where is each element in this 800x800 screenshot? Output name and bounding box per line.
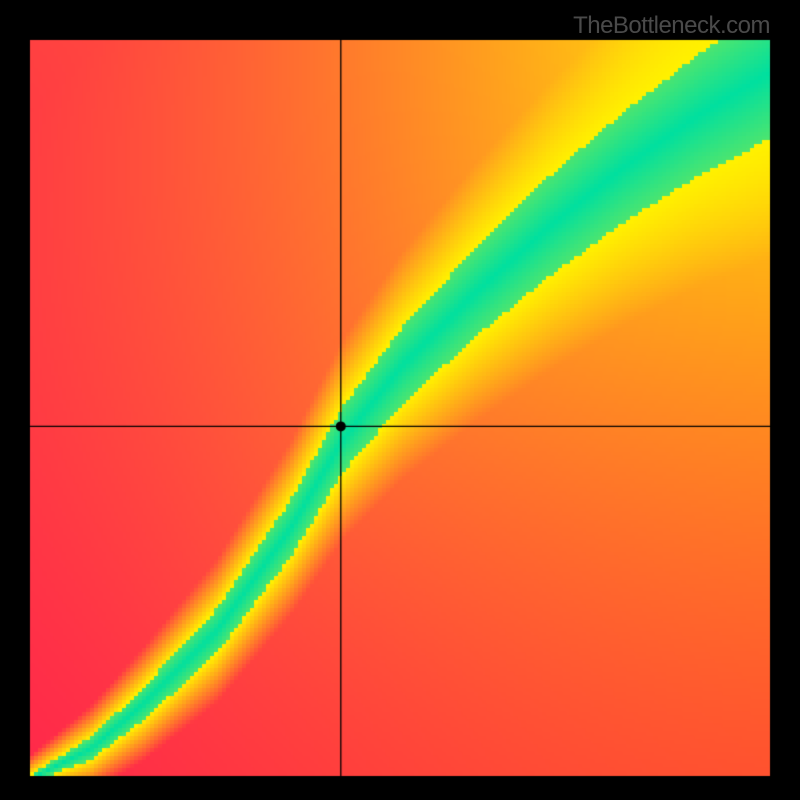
watermark-text: TheBottleneck.com (573, 12, 770, 40)
heatmap-canvas (0, 0, 800, 800)
chart-container: TheBottleneck.com (0, 0, 800, 800)
